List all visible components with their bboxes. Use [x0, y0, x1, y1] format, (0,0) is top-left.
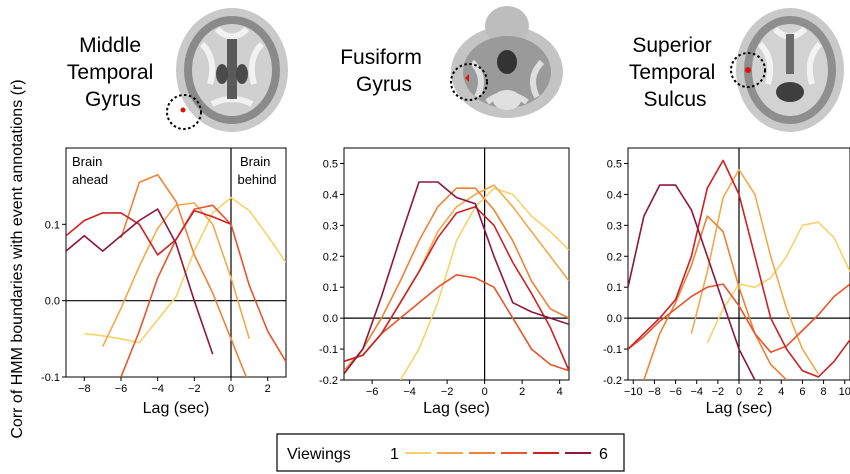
x-axis-label: Lag (sec)	[423, 400, 490, 417]
series-line-viewing-2	[690, 168, 819, 375]
legend: Viewings 1 6	[276, 433, 625, 472]
legend-title: Viewings	[287, 446, 351, 463]
x-tick-label: −2	[712, 386, 725, 398]
y-tick-label: 0.0	[45, 296, 60, 308]
x-tick-label: 2	[265, 383, 271, 395]
x-tick-label: 6	[799, 386, 805, 398]
x-tick-label: 8	[821, 386, 827, 398]
series-line-viewing-6	[66, 208, 214, 355]
title-line: Temporal	[67, 61, 153, 84]
y-tick-label: -0.2	[603, 375, 622, 387]
series-line-viewing-5	[66, 209, 232, 256]
y-tick-label: 0.5	[607, 158, 622, 170]
chart-middle-temporal-gyrus: −8 −6 −4 −2 0 2 -0.1 0.0 0.1 Lag (sec)	[41, 147, 287, 417]
x-tick-label: 2	[519, 386, 525, 398]
x-axis-label: Lag (sec)	[706, 400, 773, 417]
x-tick-label: −6	[115, 383, 128, 395]
x-tick-label: −2	[441, 386, 454, 398]
x-tick-label: 4	[778, 386, 784, 398]
chart-superior-temporal-sulcus: −10 −8 −6 −4 −2 0 2 4 6 8 10 -0.2 -0.1 0.0 0.1 0.2 0.3 0.…	[603, 147, 850, 417]
series-group	[344, 181, 569, 380]
brain-slice-icon-2	[447, 2, 567, 124]
series-line-viewing-1	[706, 221, 850, 344]
y-tick-label: -0.1	[41, 372, 60, 384]
title-line: Sulcus	[643, 88, 706, 111]
series-line-viewing-6	[628, 184, 756, 380]
title-line: Gyrus	[356, 73, 412, 96]
annotation-line: Brain	[72, 154, 102, 169]
x-tick-label: 2	[757, 386, 763, 398]
series-line-viewing-3	[120, 173, 248, 377]
annotation-brain-ahead: Brain ahead	[72, 154, 108, 187]
y-tick-label: 0.4	[323, 189, 338, 201]
plot-frame	[343, 147, 570, 381]
chart-fusiform-gyrus: −6 −4 −2 0 2 4 -0.2 -0.1 0.0 0.1 0.2 0.3 0.4 0.5 Lag (…	[319, 147, 570, 417]
annotation-line: behind	[237, 172, 276, 187]
title-middle-temporal-gyrus: Middle Temporal Gyrus	[67, 34, 159, 111]
annotation-line: ahead	[72, 172, 108, 187]
y-tick-label: -0.2	[319, 375, 338, 387]
y-tick-label: 0.4	[607, 189, 622, 201]
y-tick-label: 0.0	[323, 313, 338, 325]
title-fusiform-gyrus: Fusiform Gyrus	[340, 46, 428, 96]
series-line-viewing-4	[344, 274, 569, 372]
x-tick-label: −2	[188, 383, 201, 395]
x-tick-label: −8	[648, 386, 661, 398]
series-line-viewing-6	[344, 181, 569, 375]
title-line: Middle	[79, 34, 141, 57]
brain-slice-icon-3	[730, 4, 846, 134]
y-tick-label: 0.1	[45, 219, 60, 231]
y-tick-label: 0.2	[323, 251, 338, 263]
x-tick-label: 4	[557, 386, 563, 398]
x-tick-label: −6	[366, 386, 379, 398]
y-tick-label: 0.3	[323, 220, 338, 232]
title-line: Gyrus	[85, 88, 141, 111]
y-tick-label: -0.1	[603, 344, 622, 356]
x-tick-label: 0	[482, 386, 488, 398]
series-line-viewing-1	[399, 187, 569, 380]
legend-last-label: 6	[599, 446, 608, 463]
series-line-viewing-3	[643, 215, 788, 380]
x-tick-label: −4	[690, 386, 703, 398]
title-superior-temporal-sulcus: Superior Temporal Sulcus	[629, 34, 721, 111]
x-tick-label: −6	[669, 386, 682, 398]
series-line-viewing-5	[344, 206, 569, 372]
x-tick-label: 0	[736, 386, 742, 398]
series-group	[628, 159, 850, 380]
series-line-viewing-4	[120, 204, 286, 377]
y-tick-label: 0.1	[323, 282, 338, 294]
series-group	[66, 173, 286, 377]
y-tick-label: 0.3	[607, 220, 622, 232]
x-tick-label: 0	[228, 383, 234, 395]
y-axis-label: Corr of HMM boundaries with event annota…	[9, 79, 26, 438]
y-tick-label: -0.1	[319, 344, 338, 356]
series-line-viewing-3	[344, 187, 569, 372]
legend-first-label: 1	[390, 446, 399, 463]
title-line: Fusiform	[340, 46, 422, 69]
y-tick-label: 0.5	[323, 158, 338, 170]
brain-slice-icon-1	[166, 4, 290, 134]
y-tick-label: 0.0	[607, 313, 622, 325]
annotation-line: Brain	[240, 154, 270, 169]
series-line-viewing-5	[628, 159, 850, 378]
x-tick-label: 10	[839, 386, 850, 398]
y-tick-label: 0.1	[607, 282, 622, 294]
annotation-brain-behind: Brain behind	[237, 154, 276, 187]
y-tick-label: 0.2	[607, 251, 622, 263]
x-tick-label: −8	[78, 383, 91, 395]
x-tick-label: −4	[151, 383, 164, 395]
x-axis-label: Lag (sec)	[143, 400, 210, 417]
series-line-viewing-4	[628, 283, 850, 353]
x-tick-label: −10	[624, 386, 643, 398]
title-line: Superior	[632, 34, 711, 57]
title-line: Temporal	[629, 61, 715, 84]
x-tick-label: −4	[403, 386, 416, 398]
series-line-viewing-2	[101, 202, 251, 347]
